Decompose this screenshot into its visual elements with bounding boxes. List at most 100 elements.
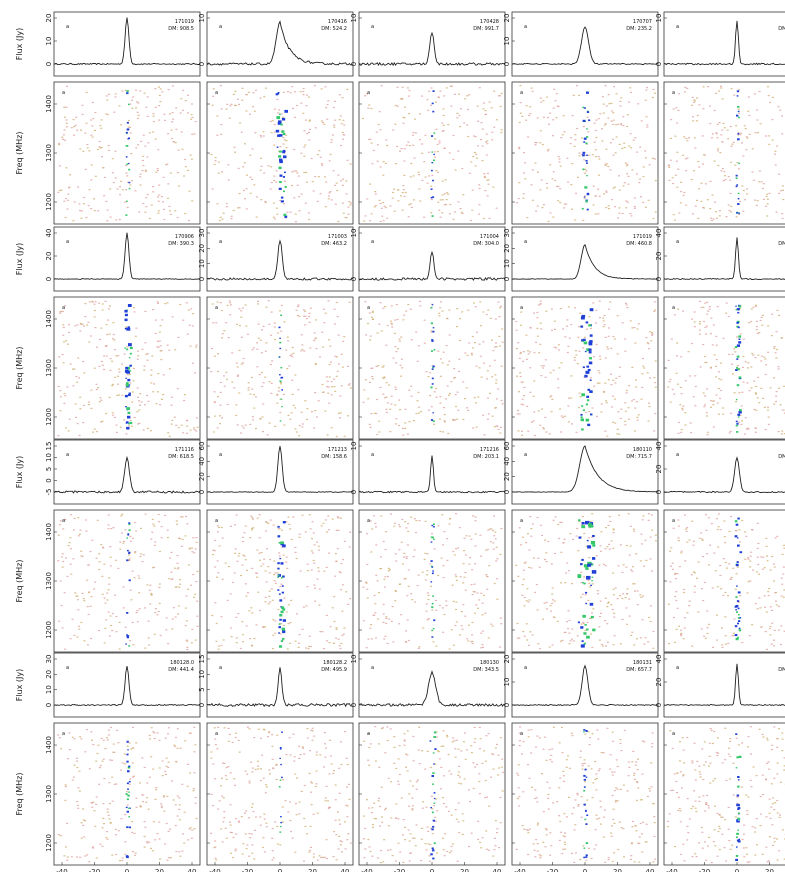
noise-speckle bbox=[261, 329, 263, 331]
noise-speckle bbox=[285, 521, 288, 523]
noise-speckle bbox=[314, 363, 317, 366]
noise-speckle bbox=[310, 645, 312, 648]
noise-speckle bbox=[57, 191, 60, 193]
noise-speckle bbox=[383, 205, 386, 207]
noise-speckle bbox=[564, 582, 567, 584]
noise-speckle bbox=[117, 375, 120, 377]
noise-speckle bbox=[688, 137, 690, 139]
noise-speckle bbox=[185, 639, 188, 641]
noise-speckle bbox=[147, 620, 150, 622]
noise-speckle bbox=[303, 146, 306, 148]
signal-speckle bbox=[127, 533, 130, 535]
signal-speckle bbox=[279, 618, 282, 621]
noise-speckle bbox=[728, 353, 731, 355]
noise-speckle bbox=[441, 199, 444, 201]
noise-speckle bbox=[390, 322, 393, 324]
noise-speckle bbox=[132, 367, 135, 370]
noise-speckle bbox=[195, 346, 197, 348]
noise-speckle bbox=[105, 113, 108, 115]
profile-ytick-label: 0 bbox=[350, 62, 358, 66]
noise-speckle bbox=[426, 574, 428, 576]
noise-speckle bbox=[454, 624, 457, 627]
noise-speckle bbox=[196, 426, 199, 428]
noise-speckle bbox=[82, 824, 85, 826]
noise-speckle bbox=[112, 414, 115, 416]
noise-speckle bbox=[494, 346, 497, 348]
noise-speckle bbox=[717, 513, 720, 515]
freq-tick-label: 1200 bbox=[45, 408, 53, 426]
noise-speckle bbox=[58, 356, 61, 358]
noise-speckle bbox=[600, 643, 603, 646]
noise-speckle bbox=[393, 332, 396, 334]
signal-speckle bbox=[430, 188, 433, 190]
noise-speckle bbox=[543, 602, 546, 604]
signal-speckle bbox=[582, 106, 585, 109]
noise-speckle bbox=[696, 97, 698, 99]
noise-speckle bbox=[775, 391, 778, 393]
noise-speckle bbox=[298, 536, 301, 538]
noise-speckle bbox=[589, 520, 592, 522]
noise-speckle bbox=[61, 566, 64, 568]
noise-speckle bbox=[238, 552, 241, 555]
noise-speckle bbox=[289, 92, 292, 94]
noise-speckle bbox=[640, 196, 642, 198]
noise-speckle bbox=[691, 645, 694, 647]
noise-speckle bbox=[757, 376, 760, 378]
noise-speckle bbox=[158, 583, 161, 585]
noise-speckle bbox=[398, 424, 400, 427]
noise-speckle bbox=[601, 96, 604, 98]
noise-speckle bbox=[651, 570, 653, 572]
noise-speckle bbox=[567, 306, 570, 308]
noise-speckle bbox=[715, 217, 718, 219]
noise-speckle bbox=[395, 560, 398, 562]
noise-speckle bbox=[581, 516, 584, 518]
noise-speckle bbox=[721, 644, 724, 646]
noise-speckle bbox=[435, 101, 437, 103]
noise-speckle bbox=[330, 141, 333, 143]
noise-speckle bbox=[376, 433, 379, 436]
noise-speckle bbox=[426, 570, 429, 572]
noise-speckle bbox=[752, 354, 755, 356]
noise-speckle bbox=[95, 557, 98, 559]
noise-speckle bbox=[268, 572, 271, 574]
noise-speckle bbox=[450, 629, 453, 631]
noise-speckle bbox=[373, 412, 376, 414]
noise-speckle bbox=[486, 370, 489, 372]
signal-speckle bbox=[128, 523, 131, 526]
noise-speckle bbox=[539, 189, 542, 191]
noise-speckle bbox=[452, 134, 455, 137]
noise-speckle bbox=[167, 733, 169, 735]
noise-speckle bbox=[544, 416, 547, 418]
signal-speckle bbox=[282, 638, 285, 640]
noise-speckle bbox=[447, 432, 450, 435]
noise-speckle bbox=[125, 165, 128, 167]
noise-speckle bbox=[213, 391, 216, 393]
noise-speckle bbox=[328, 363, 331, 366]
noise-speckle bbox=[498, 646, 501, 648]
noise-speckle bbox=[437, 201, 440, 203]
signal-speckle bbox=[739, 551, 743, 554]
noise-speckle bbox=[277, 608, 280, 611]
noise-speckle bbox=[495, 346, 498, 348]
noise-speckle bbox=[171, 628, 174, 630]
noise-speckle bbox=[98, 630, 100, 632]
noise-speckle bbox=[758, 573, 760, 575]
noise-speckle bbox=[419, 305, 422, 307]
noise-speckle bbox=[412, 131, 415, 134]
noise-speckle bbox=[336, 316, 339, 318]
signal-speckle bbox=[578, 519, 581, 522]
noise-speckle bbox=[131, 762, 134, 764]
noise-speckle bbox=[704, 395, 707, 397]
noise-speckle bbox=[141, 170, 144, 172]
noise-speckle bbox=[421, 143, 424, 145]
noise-speckle bbox=[644, 99, 647, 101]
noise-speckle bbox=[240, 336, 243, 338]
noise-speckle bbox=[134, 852, 137, 854]
noise-speckle bbox=[311, 552, 314, 554]
noise-speckle bbox=[190, 114, 193, 116]
noise-speckle bbox=[673, 314, 676, 316]
noise-speckle bbox=[669, 378, 672, 380]
signal-speckle bbox=[734, 606, 737, 608]
noise-speckle bbox=[93, 428, 96, 430]
